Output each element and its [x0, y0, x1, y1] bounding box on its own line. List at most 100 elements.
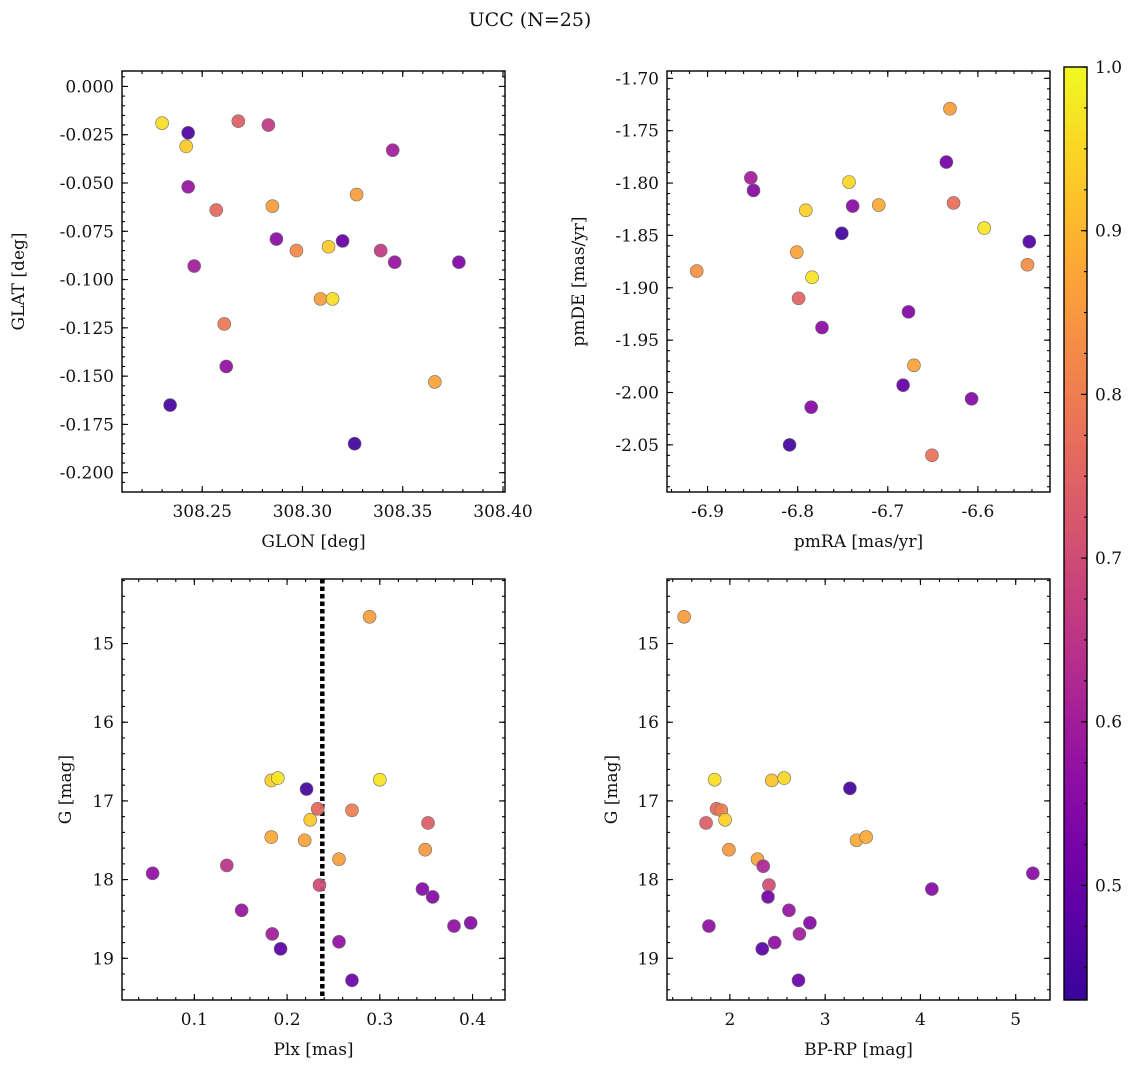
data-point — [325, 292, 340, 306]
y-tick-label: -0.050 — [60, 174, 114, 194]
y-tick-label: -0.125 — [60, 319, 114, 339]
data-point — [805, 270, 819, 285]
colorbar: 0.5 0.6 0.7 0.8 0.9 1.0 — [1063, 58, 1122, 1001]
x-tick-label: 0.1 — [181, 1010, 208, 1030]
data-point — [425, 890, 440, 904]
axes-frame — [666, 70, 1051, 493]
y-tick-label: -0.100 — [60, 271, 114, 291]
y-tick-label: 19 — [92, 949, 114, 969]
data-point — [939, 155, 954, 169]
data-point — [943, 101, 957, 116]
data-point — [362, 609, 377, 624]
data-point — [219, 858, 234, 873]
data-point — [699, 816, 713, 830]
data-point — [463, 916, 478, 930]
data-point — [312, 878, 327, 892]
data-point — [925, 882, 939, 896]
x-tick-label: 4 — [915, 1010, 926, 1030]
data-point — [187, 259, 201, 273]
data-point — [345, 803, 359, 818]
data-point — [345, 973, 359, 988]
data-point — [273, 942, 288, 956]
y-tick-label: 0.000 — [65, 77, 114, 97]
axes-frame — [121, 578, 506, 1001]
data-point — [181, 125, 195, 140]
x-tick-label: -6.7 — [871, 502, 904, 522]
data-point — [163, 398, 177, 412]
data-point — [217, 317, 232, 331]
data-point — [387, 255, 402, 269]
y-tick-label: 16 — [637, 713, 659, 733]
data-point — [270, 771, 285, 785]
x-tick-label: -6.9 — [691, 502, 724, 522]
data-point — [765, 773, 779, 788]
data-point — [859, 830, 873, 844]
data-point — [746, 183, 761, 198]
x-tick-label: 308.30 — [273, 502, 332, 522]
colorbar-tick-label: 0.6 — [1095, 713, 1122, 733]
data-point — [798, 203, 813, 218]
data-point — [231, 114, 246, 129]
x-tick-label: -6.8 — [781, 502, 814, 522]
data-point — [718, 812, 732, 827]
data-point — [289, 243, 304, 258]
data-point — [907, 358, 921, 373]
data-point — [842, 175, 856, 189]
data-point — [321, 239, 336, 254]
colorbar-tick-label: 0.9 — [1095, 222, 1122, 242]
x-tick-label: 3 — [820, 1010, 831, 1030]
data-point — [789, 245, 804, 259]
x-tick-label: 0.4 — [459, 1010, 486, 1030]
data-point — [977, 221, 992, 235]
data-point — [761, 890, 775, 904]
x-tick-label: 308.35 — [373, 502, 432, 522]
y-tick-label: -0.200 — [60, 464, 114, 484]
data-point — [803, 916, 817, 930]
colorbar-frame — [1063, 66, 1088, 1001]
data-point — [777, 771, 791, 785]
y-tick-label: -1.80 — [615, 174, 659, 194]
y-tick-label: -0.175 — [60, 415, 114, 435]
data-point — [209, 203, 224, 217]
data-point — [332, 934, 346, 949]
data-point — [234, 903, 249, 918]
y-tick-label: -2.00 — [615, 384, 659, 404]
x-tick-label: 308.40 — [473, 502, 532, 522]
x-tick-label: 308.25 — [172, 502, 231, 522]
data-point — [181, 180, 195, 194]
y-tick-label: -1.70 — [615, 69, 659, 89]
x-axis-label: BP-RP [mag] — [804, 1040, 913, 1060]
data-point — [428, 375, 442, 389]
data-point — [1026, 866, 1040, 881]
y-axis-label: G [mag] — [602, 755, 622, 824]
y-tick-label: -2.05 — [615, 436, 659, 456]
y-tick-label: -0.075 — [60, 222, 114, 242]
data-point — [901, 305, 916, 319]
data-point — [155, 116, 169, 130]
y-tick-label: 18 — [637, 871, 659, 891]
data-point — [767, 935, 782, 950]
y-tick-label: -1.85 — [615, 226, 659, 246]
data-point — [744, 171, 758, 185]
colorbar-tick-label: 0.5 — [1095, 876, 1122, 896]
panel-plx-g: 0.1 0.2 0.3 0.4 15 16 17 18 19 Plx [mas] G [mag] — [56, 578, 506, 1060]
data-point — [689, 264, 704, 278]
data-point — [815, 320, 829, 335]
data-point — [791, 291, 806, 306]
data-point — [964, 391, 979, 406]
data-point — [373, 243, 388, 258]
y-tick-label: 16 — [92, 713, 114, 733]
data-point — [303, 812, 318, 827]
data-point — [755, 942, 770, 956]
data-point — [702, 919, 716, 933]
y-tick-label: -0.150 — [60, 367, 114, 387]
data-point — [415, 882, 430, 896]
data-point — [335, 234, 350, 248]
data-point — [297, 833, 312, 848]
data-point — [707, 772, 722, 787]
data-point — [946, 196, 961, 210]
y-tick-label: -0.025 — [60, 126, 114, 146]
colorbar-tick-label: 0.7 — [1095, 549, 1122, 569]
y-tick-label: 15 — [92, 635, 114, 655]
